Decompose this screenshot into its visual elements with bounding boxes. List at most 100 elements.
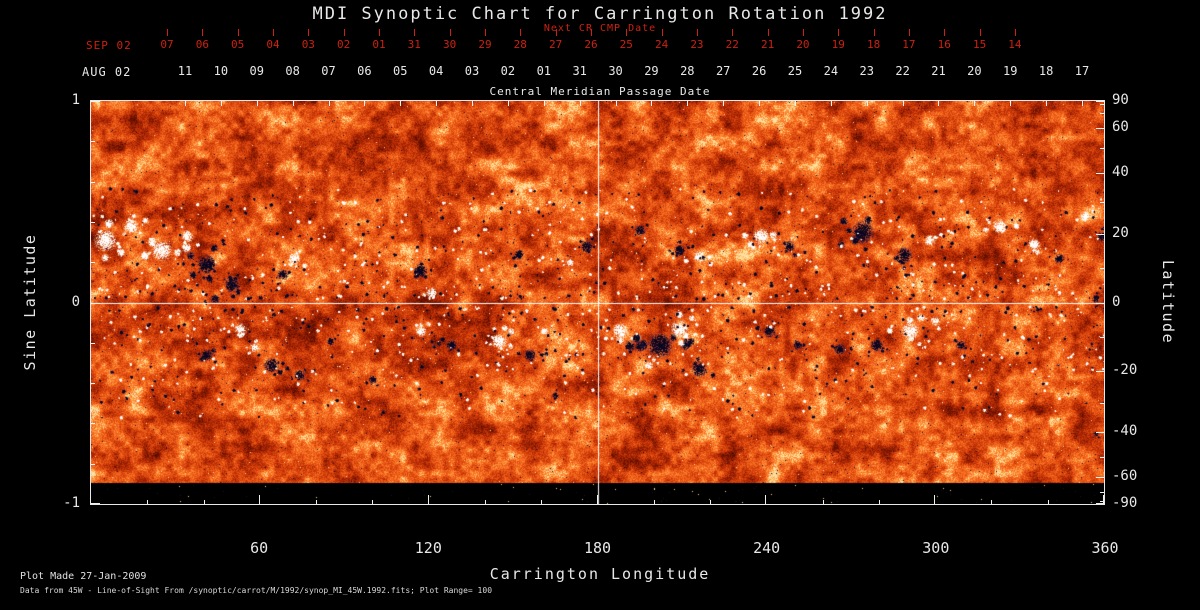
cmp-date-label: 03 [464, 64, 480, 78]
cmp-date-label: 17 [1074, 64, 1090, 78]
latitude-tick-label: -40 [1112, 423, 1138, 440]
cmp-date-label: 23 [859, 64, 874, 78]
cmp-tick [1046, 101, 1047, 106]
latitude-tick [1096, 101, 1104, 102]
longitude-minor-tick [541, 500, 542, 504]
longitude-tick [1103, 495, 1104, 504]
longitude-tick-label: 180 [583, 539, 612, 557]
cmp-tick [938, 101, 939, 106]
next-cr-date-label: 05 [231, 38, 245, 51]
sine-tick [91, 343, 95, 344]
longitude-minor-tick [204, 500, 205, 504]
cmp-date-label: 29 [644, 64, 659, 78]
cmp-date-label: 06 [357, 64, 372, 78]
sine-latitude-tick-label: 1 [71, 92, 80, 108]
longitude-minor-tick [823, 500, 824, 504]
cmp-date-label: 24 [823, 64, 839, 78]
next-cr-tick [626, 29, 628, 36]
next-cr-date-label: 01 [372, 38, 386, 51]
longitude-minor-tick [991, 500, 992, 504]
next-cr-date-label: 21 [760, 38, 775, 51]
longitude-minor-tick [485, 500, 486, 504]
next-cr-tick [272, 29, 274, 36]
data-source-text: Data from 45W - Line-of-Sight From /syno… [20, 586, 493, 595]
next-cr-tick [414, 29, 416, 36]
next-cr-date-label: 19 [831, 38, 845, 51]
cmp-date-label: 10 [213, 64, 229, 78]
cmp-tick [1082, 101, 1083, 106]
latitude-tick [1096, 503, 1104, 504]
longitude-tick-label: 60 [250, 539, 269, 557]
longitude-minor-tick [654, 500, 655, 504]
next-cr-tick [167, 29, 168, 36]
next-cr-date-label: 02 [337, 38, 351, 51]
next-cr-date-label: 23 [690, 38, 704, 51]
cmp-tick [867, 101, 868, 106]
sine-tick [91, 383, 95, 384]
cmp-date-label: 02 [500, 64, 516, 78]
cmp-tick [329, 101, 330, 106]
sine-tick [91, 503, 100, 504]
latitude-minor-tick [1100, 457, 1104, 458]
next-cr-date-label: 15 [972, 38, 987, 51]
cmp-date-label: 09 [249, 64, 264, 78]
next-cr-date-label: 07 [160, 38, 174, 51]
next-cr-tick [308, 29, 310, 36]
latitude-minor-tick [1100, 268, 1104, 269]
next-cr-date-row: 07 06 05 04 03 02 01 31 30 29 28 27 26 25 24 23 22 21 20 19… [90, 38, 1105, 52]
latitude-tick-label: 40 [1112, 163, 1129, 180]
next-cr-cmp-date-label: Next CR CMP Date [543, 23, 657, 34]
next-cr-date-label: 31 [407, 38, 421, 51]
top-axis-month-label: SEP 02 [86, 39, 132, 52]
next-cr-tick [838, 29, 840, 36]
longitude-minor-tick [879, 500, 880, 504]
latitude-tick [1096, 371, 1104, 372]
next-cr-date-label: 14 [1008, 38, 1022, 51]
latitude-minor-tick [1100, 202, 1104, 203]
cmp-date-label: 05 [393, 64, 408, 78]
latitude-tick-label: -90 [1112, 495, 1138, 511]
longitude-minor-tick [372, 500, 373, 504]
cmp-tick [651, 101, 652, 106]
next-cr-tick-row [90, 29, 1105, 37]
latitude-tick-label: -60 [1112, 468, 1138, 484]
next-cr-date-label: 26 [584, 38, 598, 51]
cmp-tick [185, 101, 186, 106]
bottom-axis-title: Carrington Longitude [489, 565, 711, 583]
latitude-tick [1096, 432, 1104, 433]
next-cr-tick [484, 29, 486, 36]
next-cr-date-label: 22 [725, 38, 739, 51]
next-cr-date-label: 03 [301, 38, 315, 51]
next-cr-date-label: 29 [478, 38, 492, 51]
cmp-date-label: 07 [321, 64, 336, 78]
longitude-tick-label: 120 [414, 539, 442, 557]
cmp-date-label: 11 [177, 64, 193, 78]
next-cr-tick [343, 29, 345, 36]
next-cr-tick [767, 29, 769, 36]
next-cr-tick [555, 29, 557, 36]
longitude-minor-tick [710, 500, 711, 504]
next-cr-date-label: 28 [513, 38, 527, 51]
next-cr-date-label: 06 [195, 38, 209, 51]
next-cr-date-label: 27 [549, 38, 563, 51]
cmp-date-label: 30 [608, 64, 623, 78]
cmp-tick [580, 101, 581, 106]
next-cr-date-label: 04 [266, 38, 280, 51]
sine-tick [91, 464, 95, 465]
next-cr-date-label: 20 [796, 38, 810, 51]
cmp-tick [831, 101, 832, 106]
latitude-tick-label: 0 [1112, 293, 1121, 310]
cmp-tick [472, 101, 473, 106]
next-cr-tick [873, 29, 875, 36]
longitude-tick-label: 300 [922, 539, 950, 557]
cmp-tick [436, 101, 437, 106]
next-cr-tick [590, 29, 592, 36]
cmp-tick [221, 101, 222, 106]
next-cr-tick [1014, 29, 1016, 36]
longitude-minor-tick [1048, 500, 1049, 504]
cmp-tick [903, 101, 904, 106]
cmp-axis-title: Central Meridian Passage Date [489, 85, 711, 98]
next-cr-tick [802, 29, 804, 36]
next-cr-tick [696, 29, 698, 36]
cmp-date-label: 27 [715, 64, 731, 78]
